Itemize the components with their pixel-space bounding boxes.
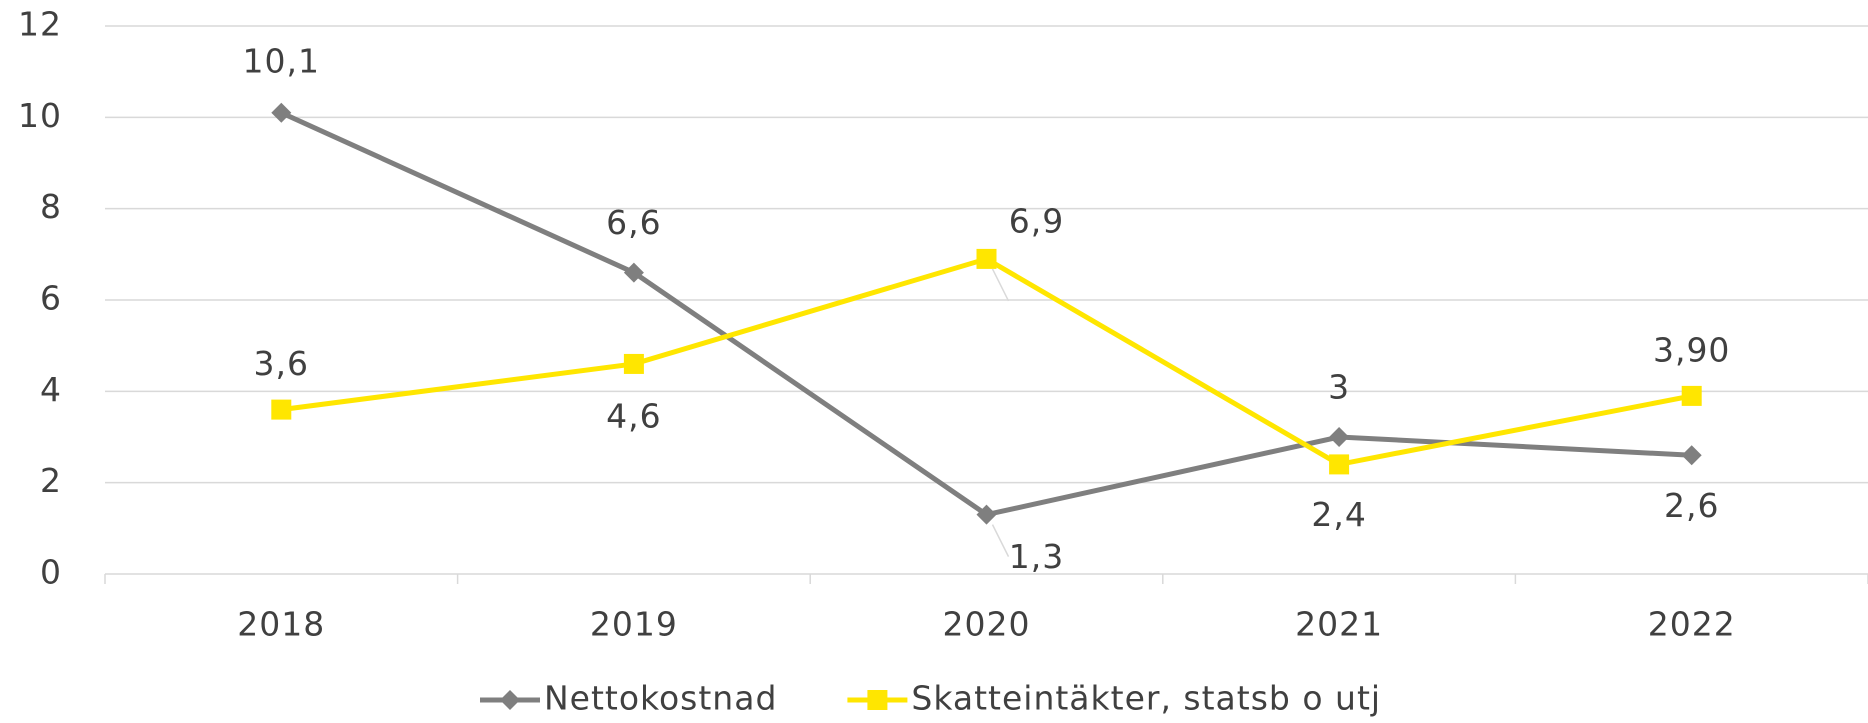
marker [1681, 445, 1702, 466]
x-tick-label: 2021 [1295, 605, 1383, 644]
x-tick-label: 2022 [1648, 605, 1736, 644]
x-tick-label: 2020 [943, 605, 1031, 644]
marker [500, 690, 520, 710]
marker [976, 504, 997, 525]
marker [867, 690, 888, 710]
data-label: 4,6 [606, 396, 661, 435]
data-label: 3 [1328, 368, 1350, 407]
leader-line [991, 268, 1010, 302]
series-line [280, 256, 1693, 468]
data-label: 6,9 [1009, 201, 1064, 240]
data-label: 2,4 [1311, 495, 1366, 534]
marker [976, 248, 997, 269]
data-label: 6,6 [606, 203, 661, 242]
legend: Nettokostnad Skatteintäkter, statsb o utj [480, 679, 1381, 718]
marker [623, 262, 644, 283]
x-tick-label: 2019 [590, 605, 678, 644]
y-tick-label: 0 [40, 553, 62, 592]
marker [1329, 427, 1350, 447]
y-tick-label: 8 [40, 187, 62, 226]
data-label: 3,6 [254, 344, 309, 383]
y-tick-label: 6 [40, 279, 62, 318]
marker [1329, 454, 1350, 475]
data-label: 2,6 [1664, 486, 1719, 525]
y-tick-label: 2 [40, 461, 62, 500]
legend-label: Skatteintäkter, statsb o utj [911, 679, 1381, 718]
x-tick-label: 2018 [237, 605, 325, 644]
y-tick-label: 12 [18, 5, 62, 44]
marker [623, 353, 644, 374]
data-label: 1,3 [1009, 537, 1064, 576]
marker [1681, 385, 1702, 406]
series-line [280, 110, 1692, 518]
legend-label: Nettokostnad [544, 679, 777, 718]
y-tick-label: 4 [40, 370, 62, 409]
data-label: 3,90 [1653, 330, 1730, 369]
marker [271, 399, 292, 420]
leader-line [991, 524, 1010, 557]
y-tick-label: 10 [18, 96, 62, 135]
data-label: 10,1 [243, 41, 320, 80]
marker [271, 102, 292, 123]
